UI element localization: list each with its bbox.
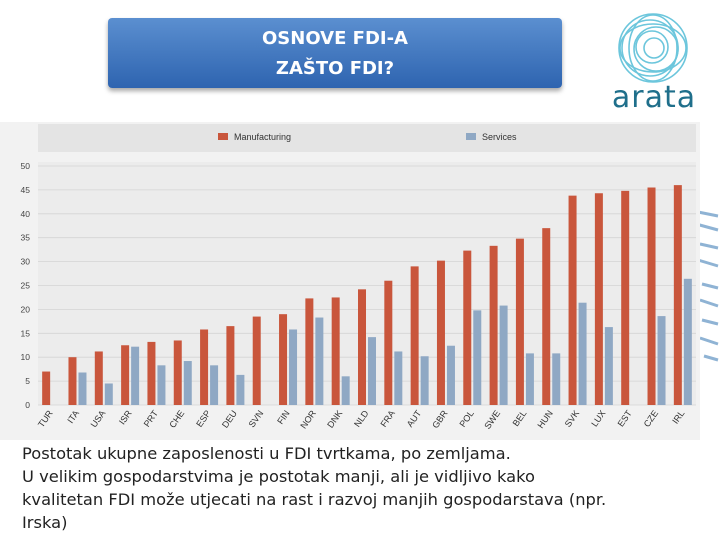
bar-manufacturing-nor: [305, 298, 314, 405]
bar-manufacturing-nld: [358, 289, 366, 405]
y-tick-label: 20: [21, 304, 31, 314]
bar-manufacturing-pol: [463, 250, 472, 405]
y-tick-label: 40: [21, 209, 31, 219]
y-tick-label: 50: [21, 161, 31, 171]
bar-manufacturing-irl: [673, 185, 682, 405]
bar-services-aut: [420, 356, 429, 405]
bar-services-fin: [289, 329, 298, 405]
bar-services-che: [183, 361, 192, 405]
bar-manufacturing-est: [621, 190, 630, 405]
y-tick-label: 5: [25, 376, 30, 386]
bar-manufacturing-che: [173, 340, 182, 405]
bar-services-gbr: [446, 345, 455, 405]
legend-background: [38, 124, 696, 152]
caption: Postotak ukupne zaposlenosti u FDI tvrtk…: [22, 442, 717, 534]
legend-label-services: Services: [482, 132, 517, 142]
swirl-logo-icon: [618, 13, 688, 83]
bar-manufacturing-svk: [568, 195, 577, 405]
bar-services-ita: [78, 372, 87, 405]
bar-manufacturing-dnk: [331, 297, 340, 405]
bar-manufacturing-svn: [252, 316, 261, 405]
caption-line-4: Irska): [22, 513, 68, 532]
bar-services-prt: [157, 365, 166, 405]
bar-manufacturing-isr: [121, 345, 130, 405]
bar-manufacturing-cze: [647, 187, 656, 405]
bar-services-pol: [473, 310, 482, 405]
bar-manufacturing-bel: [515, 238, 524, 405]
bar-services-usa: [104, 383, 113, 405]
y-tick-label: 45: [21, 185, 31, 195]
caption-line-1: Postotak ukupne zaposlenosti u FDI tvrtk…: [22, 444, 511, 463]
title-banner: OSNOVE FDI-A ZAŠTO FDI?: [108, 18, 562, 88]
bar-manufacturing-hun: [542, 228, 551, 405]
bar-services-lux: [604, 327, 613, 405]
bar-services-svk: [578, 302, 587, 405]
legend-swatch-manufacturing: [218, 133, 228, 140]
bar-services-cze: [657, 316, 666, 405]
bar-manufacturing-fin: [279, 314, 288, 405]
bar-services-dnk: [341, 376, 350, 405]
legend-label-manufacturing: Manufacturing: [234, 132, 291, 142]
bar-manufacturing-prt: [147, 341, 156, 405]
legend-swatch-services: [466, 133, 476, 140]
y-tick-label: 35: [21, 233, 31, 243]
title-line-2: ZAŠTO FDI?: [275, 58, 395, 79]
y-tick-label: 25: [21, 281, 31, 291]
bar-services-fra: [394, 351, 403, 405]
bar-services-bel: [525, 353, 534, 405]
caption-line-2: U velikim gospodarstvima je postotak man…: [22, 467, 535, 486]
bar-manufacturing-fra: [384, 280, 393, 405]
bar-services-esp: [210, 365, 219, 405]
bar-services-isr: [131, 346, 140, 405]
bar-services-nld: [368, 337, 376, 405]
caption-line-3: kvalitetan FDI može utjecati na rast i r…: [22, 490, 607, 509]
bar-services-swe: [499, 305, 508, 405]
bar-manufacturing-usa: [94, 351, 103, 405]
y-tick-label: 10: [21, 352, 31, 362]
bar-manufacturing-swe: [489, 245, 498, 405]
y-tick-label: 15: [21, 328, 31, 338]
bar-manufacturing-deu: [226, 326, 235, 405]
bar-manufacturing-lux: [594, 193, 603, 405]
bar-chart: Manufacturing Services 0 5 10 15 20 25 30 35 40 4…: [0, 122, 700, 440]
bar-services-hun: [552, 353, 561, 405]
logo-wordmark: arata: [611, 80, 697, 115]
bar-services-deu: [236, 374, 245, 405]
bar-manufacturing-tur: [42, 371, 51, 405]
bar-manufacturing-esp: [200, 329, 209, 405]
y-tick-label: 30: [21, 257, 31, 267]
title-line-1: OSNOVE FDI-A: [262, 28, 408, 49]
bar-services-irl: [683, 278, 692, 405]
bar-manufacturing-aut: [410, 266, 419, 405]
bar-services-nor: [315, 317, 324, 405]
y-tick-label: 0: [25, 400, 30, 410]
bar-manufacturing-gbr: [436, 260, 445, 405]
decorative-stripes: [695, 210, 719, 362]
bar-manufacturing-ita: [68, 357, 77, 405]
